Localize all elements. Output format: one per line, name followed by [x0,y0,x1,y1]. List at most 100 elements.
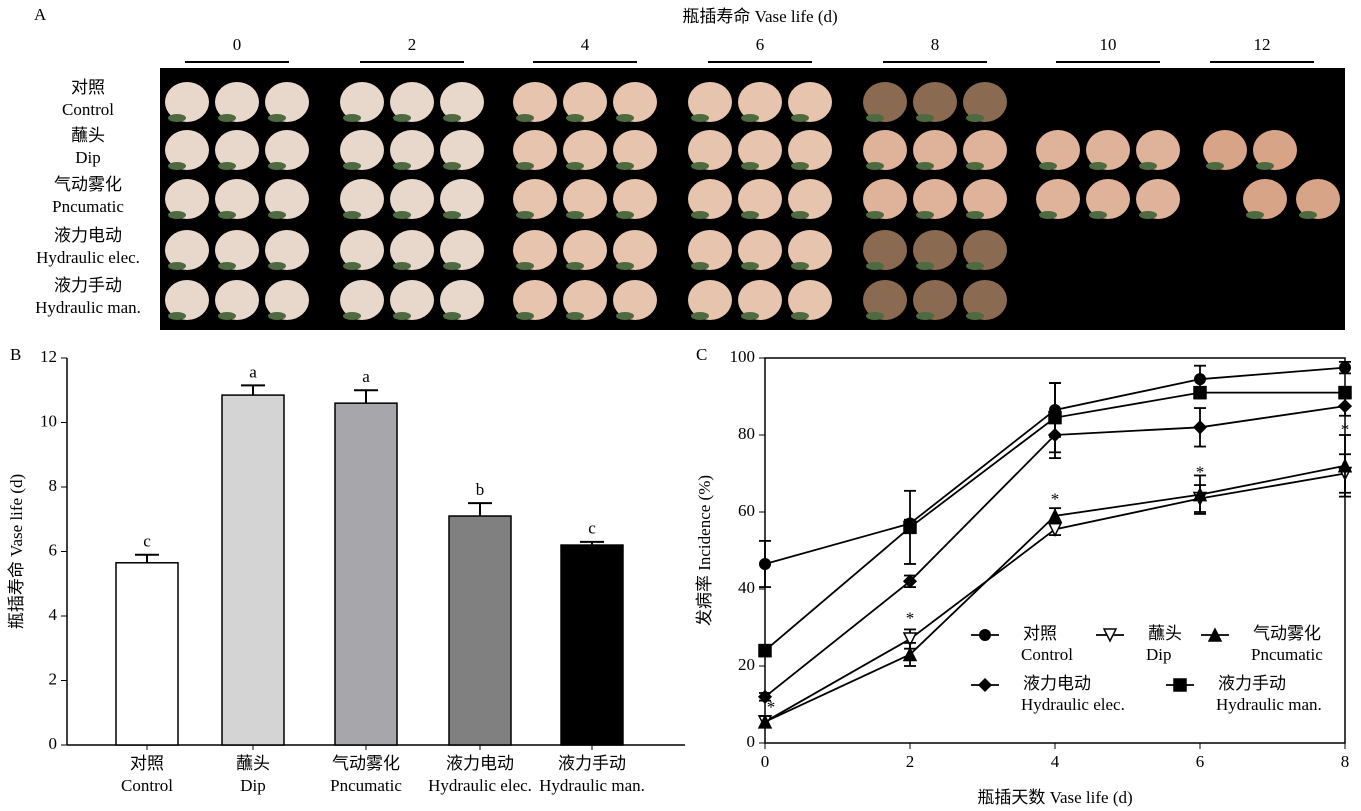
significance-letter: c [143,532,151,551]
x-tick-label: 0 [761,752,770,771]
rose-photo [863,179,907,219]
rose-leaf [616,162,634,170]
rose-photo [340,179,384,219]
rose-photo [340,82,384,122]
row-label-en: Hydraulic elec. [36,248,140,267]
rose-leaf [218,262,236,270]
rose-leaf [616,211,634,219]
rose-photo [563,179,607,219]
y-tick-label: 40 [738,578,755,597]
rose-leaf [616,262,634,270]
y-axis-label: 发病率 Incidence (%) [695,475,714,626]
legend-label: 对照 [1023,624,1057,643]
significance-star: * [1341,420,1350,439]
rose-photo [738,130,782,170]
rose-leaf [691,162,709,170]
data-point [1337,399,1353,414]
rose-leaf [168,211,186,219]
x-tick-label: Dip [240,776,266,795]
rose-photo [688,280,732,320]
legend-marker [1173,678,1187,692]
rose-photo [1296,179,1340,219]
rose-photo [1036,179,1080,219]
row-label-cn: 蘸头 [71,126,105,145]
rose-leaf [443,114,461,122]
rose-photo [738,82,782,122]
rose-photo [563,82,607,122]
x-axis-label: 瓶插天数 Vase life (d) [977,788,1132,807]
rose-photo [863,230,907,270]
rose-leaf [268,312,286,320]
rose-leaf [168,312,186,320]
rose-leaf [1039,211,1057,219]
rose-photo [265,130,309,170]
significance-letter: a [249,362,257,381]
data-point [1048,410,1062,425]
rose-leaf [791,312,809,320]
rose-leaf [218,211,236,219]
rose-leaf [443,211,461,219]
rose-photo [390,179,434,219]
rose-leaf [691,312,709,320]
rose-photo [688,130,732,170]
rose-photo [563,230,607,270]
rose-leaf [566,114,584,122]
significance-star: * [1051,489,1060,508]
rose-leaf [916,114,934,122]
bar [334,402,398,746]
rose-photo [688,82,732,122]
rose-leaf [168,114,186,122]
significance-star: * [767,697,776,716]
rose-leaf [168,162,186,170]
rose-leaf [343,312,361,320]
rose-photo [738,280,782,320]
rose-leaf [791,262,809,270]
rose-photo [440,130,484,170]
legend-marker [977,677,993,693]
rose-photo [265,179,309,219]
rose-photo [863,82,907,122]
rose-photo [913,179,957,219]
rose-leaf [691,211,709,219]
rose-photo [165,130,209,170]
panel-label: B [10,345,21,364]
rose-photo [613,179,657,219]
rose-photo [513,230,557,270]
legend-label: Pncumatic [1251,645,1323,664]
row-label-cn: 气动雾化 [54,175,122,194]
rose-photo [215,179,259,219]
rose-photo [963,130,1007,170]
rose-photo [738,230,782,270]
rose-photo [340,230,384,270]
rose-leaf [393,211,411,219]
data-point [1338,385,1352,400]
rose-leaf [566,211,584,219]
legend-marker [1207,627,1223,642]
rose-photo [513,82,557,122]
rose-photo [165,280,209,320]
rose-photo [1086,130,1130,170]
data-point [1194,373,1206,386]
rose-leaf [393,114,411,122]
rose-photo [215,230,259,270]
rose-photo [215,280,259,320]
x-tick-label: 蘸头 [236,754,270,773]
rose-photo [215,130,259,170]
rose-photo [1136,179,1180,219]
rose-photo [513,130,557,170]
rose-photo [390,230,434,270]
rose-photo [1086,179,1130,219]
data-point [759,557,771,570]
y-tick-label: 0 [49,734,58,753]
data-point [1192,420,1208,435]
rose-leaf [916,211,934,219]
x-tick-label: Pncumatic [330,776,402,795]
rose-photo [1136,130,1180,170]
rose-photo [613,130,657,170]
x-tick-label: Hydraulic elec. [428,776,532,795]
rose-leaf [343,162,361,170]
legend-label: 液力电动 [1023,674,1091,693]
rose-leaf [393,312,411,320]
rose-leaf [343,114,361,122]
rose-leaf [1299,211,1317,219]
